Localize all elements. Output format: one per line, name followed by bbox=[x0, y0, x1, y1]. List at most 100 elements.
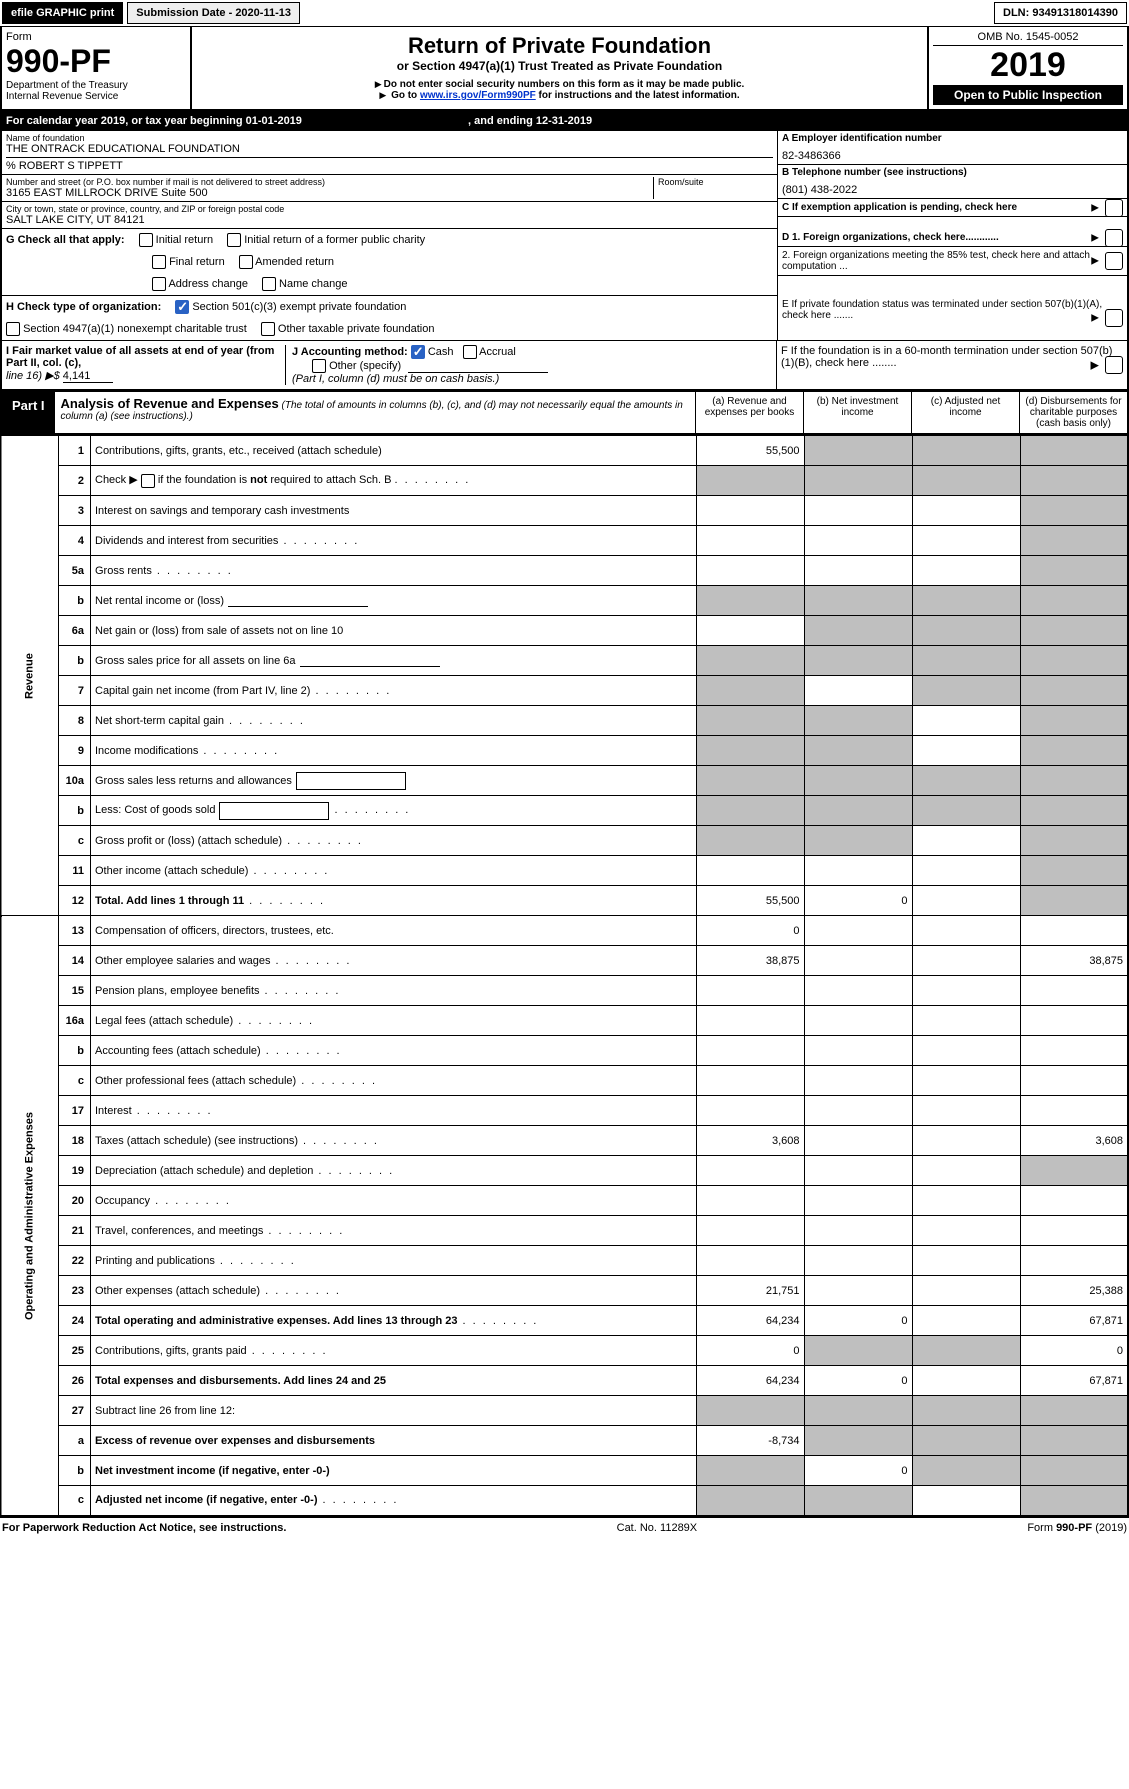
row-number: b bbox=[59, 796, 91, 826]
row-val-c bbox=[912, 1126, 1020, 1156]
tax-year: 2019 bbox=[933, 46, 1123, 85]
row-val-b: 0 bbox=[804, 1456, 912, 1486]
row-val-a bbox=[696, 796, 804, 826]
row-val-a bbox=[696, 1216, 804, 1246]
row-val-a: 55,500 bbox=[696, 436, 804, 466]
row-number: 16a bbox=[59, 1006, 91, 1036]
row-val-d bbox=[1020, 916, 1128, 946]
h-check-other[interactable] bbox=[261, 322, 275, 336]
row-val-a bbox=[696, 856, 804, 886]
row-val-b bbox=[804, 1246, 912, 1276]
phone-label: B Telephone number (see instructions) bbox=[782, 167, 1123, 178]
row-desc: Capital gain net income (from Part IV, l… bbox=[91, 676, 697, 706]
row-val-b bbox=[804, 1186, 912, 1216]
row-val-c bbox=[912, 796, 1020, 826]
d2-checkbox[interactable] bbox=[1105, 252, 1123, 270]
g-check-final[interactable] bbox=[152, 255, 166, 269]
instr-link[interactable]: www.irs.gov/Form990PF bbox=[420, 90, 536, 101]
submission-date-button[interactable]: Submission Date - 2020-11-13 bbox=[127, 2, 300, 24]
row-val-c bbox=[912, 1336, 1020, 1366]
row-val-b bbox=[804, 1216, 912, 1246]
row-number: 26 bbox=[59, 1366, 91, 1396]
row-number: b bbox=[59, 646, 91, 676]
g-check-initial[interactable] bbox=[139, 233, 153, 247]
row-desc: Interest bbox=[91, 1096, 697, 1126]
col-c-header: (c) Adjusted net income bbox=[911, 392, 1019, 433]
g-check-former[interactable] bbox=[227, 233, 241, 247]
row-val-c bbox=[912, 1216, 1020, 1246]
instr-2-pre: Go to bbox=[391, 90, 420, 101]
h-check-4947[interactable] bbox=[6, 322, 20, 336]
row-val-c bbox=[912, 1456, 1020, 1486]
j-note: (Part I, column (d) must be on cash basi… bbox=[292, 373, 499, 385]
row-val-b bbox=[804, 736, 912, 766]
row-desc: Dividends and interest from securities bbox=[91, 526, 697, 556]
table-row: bAccounting fees (attach schedule) bbox=[1, 1036, 1128, 1066]
c-checkbox[interactable] bbox=[1105, 199, 1123, 217]
row-number: 5a bbox=[59, 556, 91, 586]
g-opt-0: Initial return bbox=[156, 234, 213, 246]
row-val-a bbox=[696, 526, 804, 556]
table-row: 8Net short-term capital gain bbox=[1, 706, 1128, 736]
row-val-c bbox=[912, 826, 1020, 856]
j-check-accrual[interactable] bbox=[463, 345, 477, 359]
sch-b-checkbox[interactable] bbox=[141, 474, 155, 488]
col-a-header: (a) Revenue and expenses per books bbox=[695, 392, 803, 433]
j-check-other[interactable] bbox=[312, 359, 326, 373]
row-val-a bbox=[696, 766, 804, 796]
e-checkbox[interactable] bbox=[1105, 309, 1123, 327]
row-val-a: -8,734 bbox=[696, 1426, 804, 1456]
form-header-right: OMB No. 1545-0052 2019 Open to Public In… bbox=[927, 27, 1127, 109]
row-val-c bbox=[912, 616, 1020, 646]
g-check-name[interactable] bbox=[262, 277, 276, 291]
row-desc: Gross profit or (loss) (attach schedule) bbox=[91, 826, 697, 856]
row-desc: Total. Add lines 1 through 11 bbox=[91, 886, 697, 916]
table-row: Revenue1Contributions, gifts, grants, et… bbox=[1, 436, 1128, 466]
address: 3165 EAST MILLROCK DRIVE Suite 500 bbox=[6, 187, 653, 199]
care-of: % ROBERT S TIPPETT bbox=[6, 157, 773, 172]
row-number: 2 bbox=[59, 466, 91, 496]
row-desc: Travel, conferences, and meetings bbox=[91, 1216, 697, 1246]
row-val-d bbox=[1020, 466, 1128, 496]
part1-label: Part I bbox=[2, 392, 55, 433]
g-opt-3: Amended return bbox=[255, 256, 334, 268]
row-number: 15 bbox=[59, 976, 91, 1006]
row-val-a: 3,608 bbox=[696, 1126, 804, 1156]
efile-button[interactable]: efile GRAPHIC print bbox=[2, 2, 123, 24]
table-row: 7Capital gain net income (from Part IV, … bbox=[1, 676, 1128, 706]
row-number: 23 bbox=[59, 1276, 91, 1306]
row-val-a: 38,875 bbox=[696, 946, 804, 976]
h-check-501c3[interactable] bbox=[175, 300, 189, 314]
form-number: 990-PF bbox=[6, 43, 186, 80]
row-val-c bbox=[912, 1426, 1020, 1456]
row-val-b bbox=[804, 826, 912, 856]
g-check-amended[interactable] bbox=[239, 255, 253, 269]
city-state-zip: SALT LAKE CITY, UT 84121 bbox=[6, 214, 773, 226]
g-check-address[interactable] bbox=[152, 277, 166, 291]
header-bar: efile GRAPHIC print Submission Date - 20… bbox=[0, 0, 1129, 26]
g-opt-1: Initial return of a former public charit… bbox=[244, 234, 425, 246]
row-val-a bbox=[696, 1246, 804, 1276]
table-row: bNet rental income or (loss) bbox=[1, 586, 1128, 616]
table-row: 4Dividends and interest from securities bbox=[1, 526, 1128, 556]
d1-checkbox[interactable] bbox=[1105, 229, 1123, 247]
g-opt-5: Name change bbox=[279, 278, 348, 290]
row-val-d: 38,875 bbox=[1020, 946, 1128, 976]
row-val-b bbox=[804, 466, 912, 496]
table-row: aExcess of revenue over expenses and dis… bbox=[1, 1426, 1128, 1456]
f-checkbox[interactable] bbox=[1105, 356, 1123, 374]
row-val-c bbox=[912, 706, 1020, 736]
row-number: 24 bbox=[59, 1306, 91, 1336]
i-line16: line 16) ▶$ bbox=[6, 370, 63, 382]
row-val-c bbox=[912, 916, 1020, 946]
row-val-b bbox=[804, 916, 912, 946]
row-val-c bbox=[912, 1186, 1020, 1216]
row-val-b bbox=[804, 1126, 912, 1156]
city-label: City or town, state or province, country… bbox=[6, 204, 773, 214]
row-desc: Net short-term capital gain bbox=[91, 706, 697, 736]
j-check-cash[interactable] bbox=[411, 345, 425, 359]
row-val-b bbox=[804, 976, 912, 1006]
row-val-a bbox=[696, 646, 804, 676]
row-number: 14 bbox=[59, 946, 91, 976]
row-val-c bbox=[912, 1036, 1020, 1066]
